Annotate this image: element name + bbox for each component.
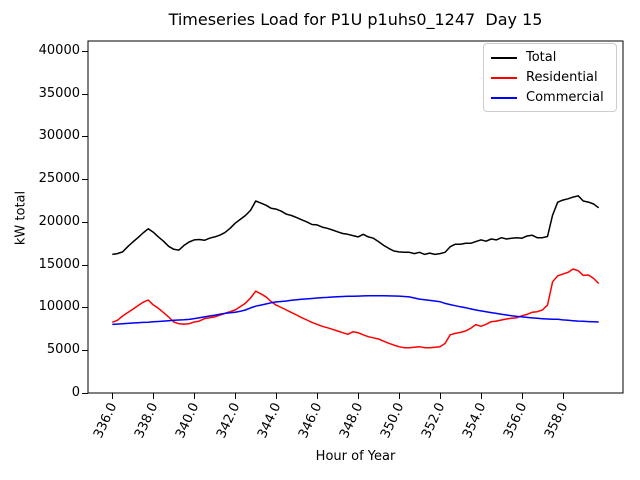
legend-entry-total: Total (484, 48, 616, 68)
legend-label: Residential (526, 70, 598, 85)
series-line-total (112, 195, 600, 256)
legend-entry-residential: Residential (484, 68, 616, 88)
legend-label: Commercial (526, 90, 604, 105)
y-tick-label: 40000 (38, 42, 80, 58)
chart-title: Timeseries Load for P1U p1uhs0_1247 Day … (168, 10, 543, 29)
x-axis-label: Hour of Year (315, 449, 396, 464)
axes-spines (87, 40, 624, 394)
legend-line-swatch (491, 57, 517, 59)
legend-label: Total (526, 50, 557, 65)
legend-line-swatch (491, 97, 517, 99)
legend-entry-commercial: Commercial (484, 88, 616, 108)
y-tick-label: 0 (71, 385, 80, 400)
series-line-commercial (112, 294, 599, 326)
legend: Total Residential Commercial (483, 43, 617, 112)
y-tick-label: 20000 (38, 213, 80, 229)
y-tick-label: 15000 (38, 256, 80, 272)
series-line-residential (112, 268, 600, 349)
legend-line-swatch (491, 77, 517, 79)
y-tick-label: 10000 (38, 299, 80, 315)
y-tick-label: 25000 (38, 171, 80, 187)
y-tick-label: 5000 (46, 342, 80, 358)
y-tick-label: 35000 (38, 85, 80, 101)
y-tick-label: 30000 (38, 128, 80, 144)
